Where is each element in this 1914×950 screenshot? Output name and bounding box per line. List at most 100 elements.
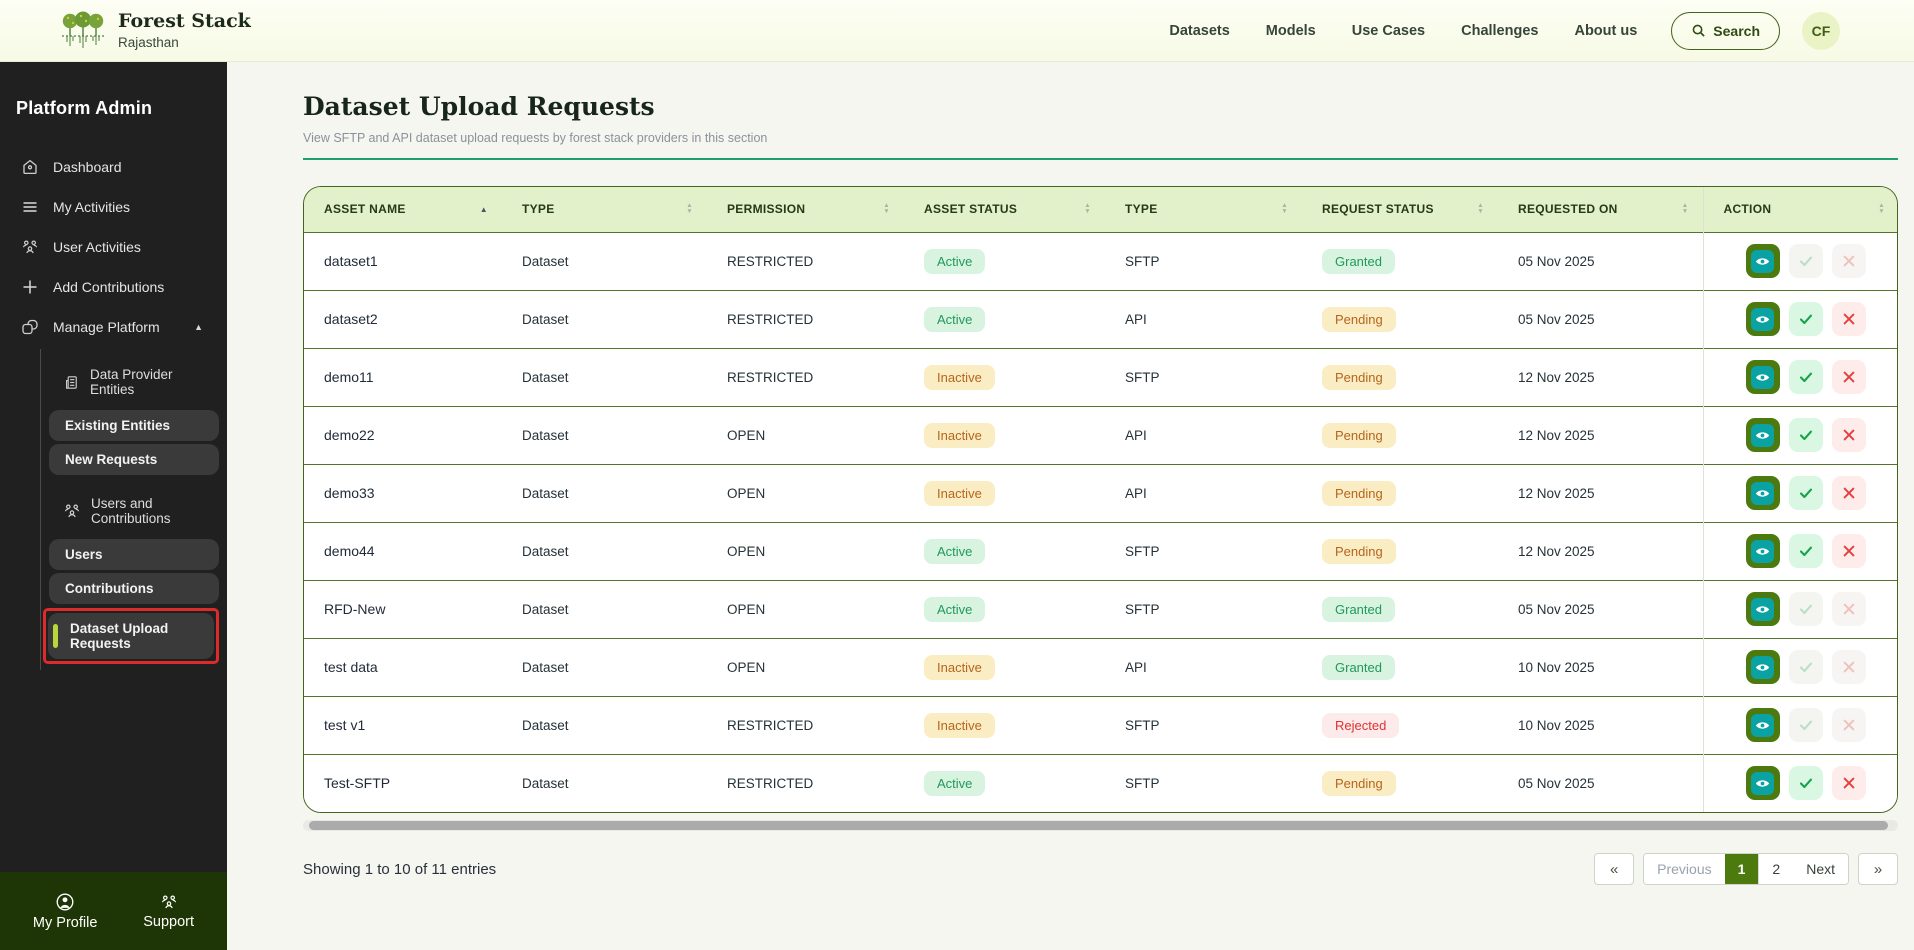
cell-upload-type: API (1105, 464, 1302, 522)
reject-button[interactable] (1831, 302, 1866, 336)
reject-button (1831, 244, 1866, 278)
view-button[interactable] (1745, 418, 1780, 452)
cell-asset-name: demo33 (304, 464, 502, 522)
cell-upload-type: SFTP (1105, 580, 1302, 638)
menu-icon (21, 198, 39, 216)
horizontal-scrollbar[interactable] (303, 820, 1898, 831)
view-button[interactable] (1745, 766, 1780, 801)
reject-button[interactable] (1831, 476, 1866, 510)
cell-actions (1702, 406, 1897, 464)
request-status-badge: Granted (1322, 654, 1395, 680)
view-button[interactable] (1745, 476, 1780, 510)
cell-asset-status: Active (904, 232, 1105, 290)
reject-button[interactable] (1831, 418, 1866, 452)
view-button[interactable] (1745, 302, 1780, 336)
approve-button[interactable] (1788, 534, 1823, 568)
approve-button[interactable] (1788, 360, 1823, 394)
column-header-type-4[interactable]: TYPE ▲ ▼ (1105, 187, 1302, 232)
sidebar-link-dataset-upload-requests[interactable]: Dataset Upload Requests (48, 613, 214, 659)
sort-icon[interactable]: ▲ ▼ (1281, 202, 1288, 216)
sidebar-footer: My Profile Support (0, 872, 227, 950)
sort-icon[interactable]: ▲ ▼ (1477, 202, 1484, 216)
column-header-permission-2[interactable]: PERMISSION ▲ ▼ (707, 187, 904, 232)
approve-button[interactable] (1788, 766, 1823, 801)
pagination-page-2[interactable]: 2 (1758, 854, 1794, 884)
table-row: test v1 Dataset RESTRICTED Inactive SFTP Reje… (304, 696, 1897, 754)
column-label: ACTION (1723, 202, 1772, 217)
column-header-asset-status-3[interactable]: ASSET STATUS ▲ ▼ (904, 187, 1105, 232)
sort-icon[interactable]: ▲ ▼ (1084, 202, 1091, 216)
nav-link-models[interactable]: Models (1265, 22, 1316, 39)
cell-upload-type: API (1105, 638, 1302, 696)
cell-requested-on: 05 Nov 2025 (1498, 580, 1703, 638)
requests-table: ASSET NAME ▲ TYPE ▲ ▼ PERMISSION ▲ ▼ ASSET STATU… (303, 186, 1898, 813)
sidebar-footer-support[interactable]: Support (143, 893, 194, 930)
approve-button[interactable] (1788, 302, 1823, 336)
column-header-asset-name-0[interactable]: ASSET NAME ▲ (304, 187, 502, 232)
cell-asset-name: demo22 (304, 406, 502, 464)
search-button[interactable]: Search (1671, 11, 1780, 50)
eye-icon (1751, 423, 1774, 447)
sort-icon[interactable]: ▲ ▼ (1681, 202, 1689, 216)
cell-asset-status: Active (904, 580, 1105, 638)
column-header-requested-on-6[interactable]: REQUESTED ON ▲ ▼ (1498, 187, 1703, 232)
cell-request-status: Pending (1302, 522, 1498, 580)
page-title: Dataset Upload Requests (303, 92, 655, 121)
sidebar-link-existing-entities[interactable]: Existing Entities (49, 410, 219, 441)
nav-link-about-us[interactable]: About us (1574, 22, 1638, 39)
sort-icon[interactable]: ▲ ▼ (1878, 202, 1885, 216)
cell-upload-type: API (1105, 290, 1302, 348)
sidebar-item-user-activities[interactable]: User Activities (0, 227, 227, 267)
sidebar-item-manage-platform[interactable]: Manage Platform ▲ (0, 307, 227, 347)
column-header-request-status-5[interactable]: REQUEST STATUS ▲ ▼ (1302, 187, 1498, 232)
avatar[interactable]: CF (1802, 11, 1840, 50)
horizontal-scrollbar-thumb[interactable] (309, 821, 1888, 830)
sort-icon[interactable]: ▲ ▼ (883, 202, 890, 216)
pagination-page-1[interactable]: 1 (1724, 854, 1759, 884)
view-button[interactable] (1745, 708, 1780, 742)
column-label: REQUESTED ON (1518, 202, 1618, 217)
sidebar-footer-my-profile[interactable]: My Profile (33, 892, 97, 931)
sidebar-section-users-and-contributions[interactable]: Users and Contributions (49, 488, 219, 536)
eye-icon (1751, 249, 1774, 273)
pagination-last-button[interactable]: » (1858, 853, 1898, 885)
request-status-badge: Pending (1322, 306, 1396, 332)
sidebar-link-new-requests[interactable]: New Requests (49, 444, 219, 475)
nav-link-datasets[interactable]: Datasets (1169, 22, 1230, 39)
nav-link-challenges[interactable]: Challenges (1461, 22, 1539, 39)
pagination-first-button[interactable]: « (1594, 853, 1635, 885)
nav-link-use-cases[interactable]: Use Cases (1351, 22, 1426, 39)
column-header-type-1[interactable]: TYPE ▲ ▼ (502, 187, 707, 232)
sidebar-section-data-provider-entities[interactable]: Data Provider Entities (49, 359, 219, 407)
cell-requested-on: 12 Nov 2025 (1498, 348, 1703, 406)
view-button[interactable] (1745, 244, 1780, 278)
sort-icon[interactable]: ▲ ▼ (686, 202, 693, 216)
sidebar-link-contributions[interactable]: Contributions (49, 573, 219, 604)
sidebar-item-dashboard[interactable]: Dashboard (0, 147, 227, 187)
view-button[interactable] (1745, 650, 1780, 684)
sort-icon[interactable]: ▲ (479, 204, 488, 214)
reject-button[interactable] (1831, 534, 1866, 568)
cell-actions (1702, 348, 1897, 406)
view-button[interactable] (1745, 534, 1780, 568)
reject-button (1831, 650, 1866, 684)
reject-button[interactable] (1831, 360, 1866, 394)
approve-button[interactable] (1788, 476, 1823, 510)
cell-type: Dataset (502, 290, 707, 348)
view-button[interactable] (1745, 360, 1780, 394)
reject-button[interactable] (1831, 766, 1866, 801)
view-button[interactable] (1745, 592, 1780, 626)
sidebar-item-add-contributions[interactable]: Add Contributions (0, 267, 227, 307)
table-row: Test-SFTP Dataset RESTRICTED Active SFTP Pend… (304, 754, 1897, 812)
pagination-next-button[interactable]: Next (1793, 854, 1848, 884)
pagination-previous-button[interactable]: Previous (1644, 854, 1725, 884)
column-header-action-7[interactable]: ACTION ▲ ▼ (1702, 187, 1897, 232)
sidebar-link-users[interactable]: Users (49, 539, 219, 570)
cell-permission: OPEN (707, 580, 904, 638)
cell-requested-on: 12 Nov 2025 (1498, 406, 1703, 464)
cell-asset-name: demo44 (304, 522, 502, 580)
sidebar-item-my-activities[interactable]: My Activities (0, 187, 227, 227)
approve-button[interactable] (1788, 418, 1823, 452)
